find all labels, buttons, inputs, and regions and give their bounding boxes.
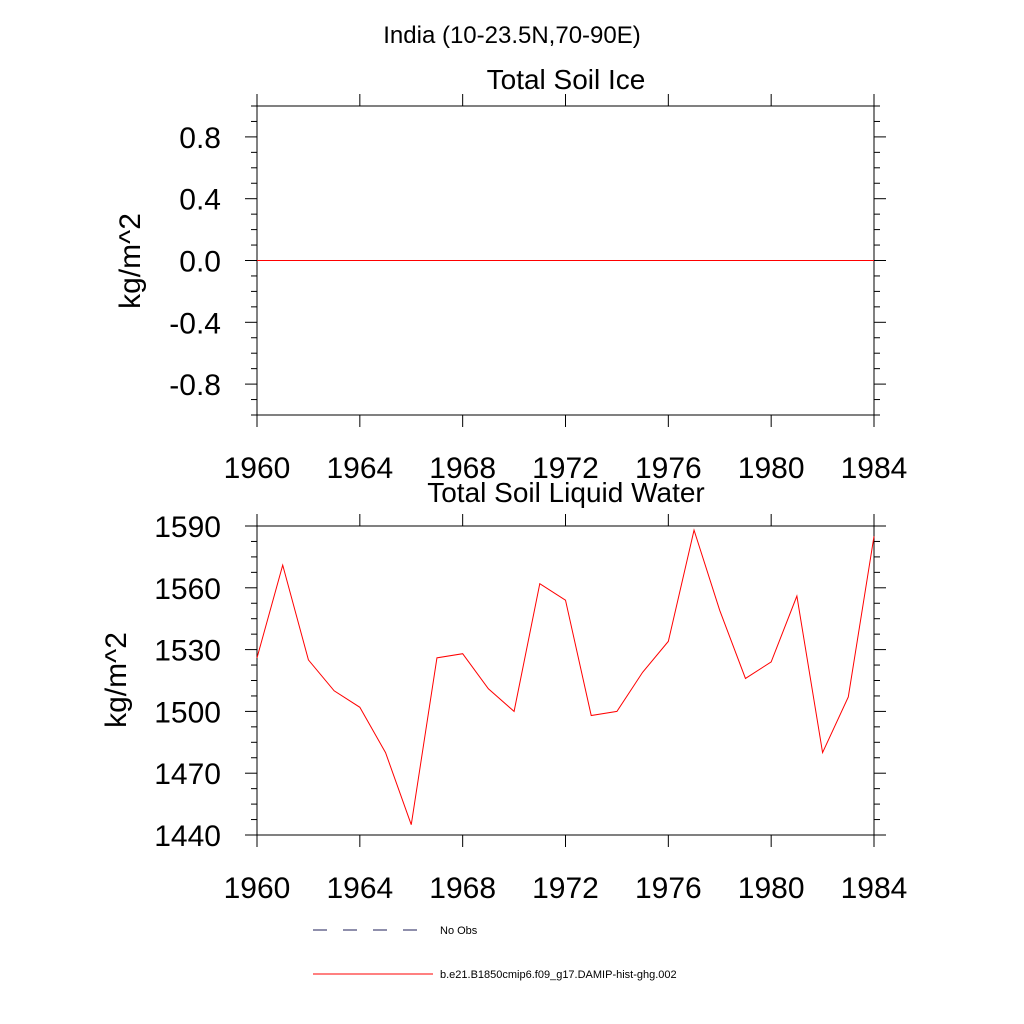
x-tick-label: 1968 — [429, 452, 496, 485]
y-tick-label: 0.0 — [179, 246, 221, 279]
y-tick-label: 1530 — [154, 635, 221, 668]
legend: No Obs b.e21.B1850cmip6.f09_g17.DAMIP-hi… — [313, 925, 677, 981]
x-tick-label: 1980 — [738, 452, 805, 485]
chart-title: Total Soil Ice — [487, 64, 646, 95]
y-tick-label: -0.8 — [169, 369, 221, 402]
x-tick-labels: 1960 1964 1968 1972 1976 1980 1984 — [224, 872, 908, 905]
x-tick-label: 1964 — [326, 872, 393, 905]
x-tick-label: 1976 — [635, 452, 702, 485]
plot-frame — [256, 525, 875, 836]
chart-title: Total Soil Liquid Water — [427, 477, 705, 508]
x-tick-label: 1980 — [738, 872, 805, 905]
legend-label-no-obs: No Obs — [440, 925, 478, 937]
y-tick-label: 1500 — [154, 696, 221, 729]
x-tick-label: 1984 — [841, 452, 908, 485]
x-tick-label: 1960 — [224, 452, 291, 485]
y-tick-label: 0.4 — [179, 184, 221, 217]
panel-total-soil-ice: Total Soil Ice kg/m^2 0.80.40.0-0.4-0.8 … — [114, 64, 907, 485]
x-tick-label: 1976 — [635, 872, 702, 905]
y-tick-label: 1440 — [154, 820, 221, 853]
x-tick-label: 1964 — [326, 452, 393, 485]
figure-title: India (10-23.5N,70-90E) — [383, 22, 640, 49]
x-tick-labels: 1960 1964 1968 1972 1976 1980 1984 — [224, 452, 908, 485]
x-tick-label: 1960 — [224, 872, 291, 905]
y-tick-label: 0.8 — [179, 122, 221, 155]
axis-ticks — [245, 94, 886, 427]
x-tick-label: 1984 — [841, 872, 908, 905]
x-tick-label: 1968 — [429, 872, 496, 905]
x-tick-label: 1972 — [532, 872, 599, 905]
y-axis-label: kg/m^2 — [100, 632, 133, 728]
series-line — [256, 528, 875, 825]
y-tick-labels: 0.8 0.4 0.0 -0.4 -0.8 — [169, 122, 221, 402]
y-tick-label: 1590 — [154, 511, 221, 544]
axis-ticks — [245, 514, 886, 847]
y-axis-label: kg/m^2 — [114, 213, 147, 309]
legend-label-model: b.e21.B1850cmip6.f09_g17.DAMIP-hist-ghg.… — [440, 969, 677, 981]
panel-total-soil-liquid-water: Total Soil Liquid Water kg/m^2 159015601… — [100, 477, 907, 905]
x-tick-label: 1972 — [532, 452, 599, 485]
y-tick-label: 1470 — [154, 758, 221, 791]
y-tick-label: 1560 — [154, 573, 221, 606]
y-tick-labels: 1590 1560 1530 1500 1470 1440 — [154, 511, 221, 853]
y-tick-label: -0.4 — [169, 307, 221, 340]
